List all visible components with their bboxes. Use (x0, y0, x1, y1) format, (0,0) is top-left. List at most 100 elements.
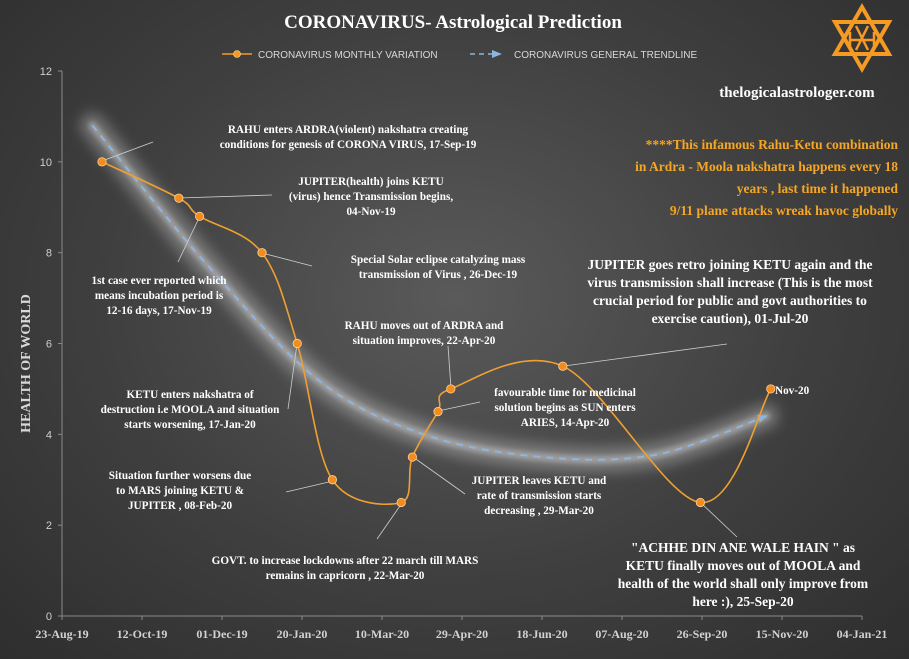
annotation-9: favourable time for medicinal solution be… (494, 387, 636, 429)
annotation-2: JUPITER(health) joins KETU (virus) hence … (289, 176, 454, 218)
data-point (195, 211, 205, 221)
y-tick-label: 10 (40, 157, 52, 169)
annotation-line: GOVT. to increase lockdowns after 22 mar… (212, 555, 479, 567)
annotation-line: destruction i.e MOOLA and situation (101, 404, 280, 416)
data-point (446, 384, 456, 394)
data-point (695, 497, 706, 508)
chart-title: CORONAVIRUS- Astrological Prediction (284, 12, 622, 33)
annotation-line: "ACHHE DIN ANE WALE HAIN " as (631, 540, 855, 555)
annotation-line: solution begins as SUN enters (494, 402, 636, 414)
data-point (558, 361, 568, 371)
annotation-leader (177, 215, 201, 263)
annotation-8: JUPITER leaves KETU and rate of transmiss… (472, 475, 607, 517)
x-tick-label: 12-Oct-19 (117, 627, 168, 641)
annotation-leader (287, 343, 298, 410)
annotation-3: 1st case ever reported which means incuba… (91, 275, 227, 317)
annotation-line: starts worsening, 17-Jan-20 (124, 419, 256, 431)
side-note: ****This infamous Rahu-Ketu combination i… (635, 137, 898, 218)
x-tick-label: 26-Sep-20 (677, 627, 728, 641)
annotation-line: JUPITER goes retro joining KETU again an… (588, 257, 873, 272)
annotation-leader (437, 401, 481, 412)
legend-label-trend: CORONAVIRUS GENERAL TRENDLINE (514, 50, 698, 61)
annotation-leader (447, 345, 452, 389)
x-tick-label: 29-Apr-20 (436, 627, 488, 641)
annotation-line: JUPITER(health) joins KETU (298, 176, 443, 188)
annotation-leader (700, 502, 738, 538)
data-point (292, 338, 302, 349)
side-note-line: ****This infamous Rahu-Ketu combination (646, 137, 899, 152)
annotation-line: RAHU enters ARDRA(violent) nakshatra cre… (228, 124, 469, 136)
x-tick-label: 23-Aug-19 (35, 627, 88, 641)
legend-label-monthly: CORONAVIRUS MONTHLY VARIATION (258, 50, 438, 61)
annotation-line: rate of transmission starts (477, 490, 602, 502)
y-axis-label: HEALTH OF WORLD (19, 294, 34, 433)
data-point (97, 157, 107, 167)
annotation-line: ARIES, 14-Apr-20 (521, 417, 610, 429)
annotation-10: RAHU moves out of ARDRA and situation imp… (345, 320, 505, 347)
x-tick-label: 20-Jan-20 (277, 627, 328, 641)
annotation-11: JUPITER goes retro joining KETU again an… (587, 257, 873, 326)
annotation-line: health of the world shall only improve f… (618, 576, 869, 591)
annotation-line: situation improves, 22-Apr-20 (353, 335, 496, 347)
y-tick-label: 8 (46, 248, 52, 260)
annotation-line: 1st case ever reported which (91, 275, 227, 287)
data-point (396, 497, 406, 508)
x-ticks: 23-Aug-19 12-Oct-19 01-Dec-19 20-Jan-20 10-M… (35, 616, 887, 641)
y-tick-label: 12 (40, 66, 52, 78)
trendline-series (91, 124, 768, 461)
y-tick-label: 6 (46, 339, 52, 351)
monthly-variation-line (101, 161, 772, 506)
y-ticks: 0 2 4 6 8 10 12 (40, 66, 62, 623)
x-tick-label: 18-Jun-20 (516, 627, 567, 641)
x-tick-label: 15-Nov-20 (756, 627, 809, 641)
annotation-line: JUPITER , 08-Feb-20 (128, 500, 233, 512)
trendline-group (79, 112, 779, 473)
x-tick-label: 01-Dec-19 (196, 627, 247, 641)
annotation-line: KETU enters nakshatra of (126, 389, 253, 401)
annotation-line: to MARS joining KETU & (116, 485, 244, 497)
annotation-line: Nov-20 (775, 385, 810, 397)
side-note-line: 9/11 plane attacks wreak havoc globally (670, 203, 898, 218)
annotation-line: RAHU moves out of ARDRA and (345, 320, 505, 332)
y-tick-label: 2 (46, 520, 52, 532)
annotations: RAHU enters ARDRA(violent) nakshatra cre… (91, 124, 873, 609)
x-tick-label: 10-Mar-20 (355, 627, 409, 641)
legend-item-monthly: CORONAVIRUS MONTHLY VARIATION (222, 50, 438, 61)
annotation-line: conditions for genesis of CORONA VIRUS, … (220, 139, 477, 151)
star-of-david-logo-icon (831, 2, 893, 74)
side-note-line: years , last time it happened (737, 181, 899, 196)
x-tick-label: 04-Jan-21 (837, 627, 888, 641)
annotation-line: means incubation period is (95, 290, 224, 302)
annotation-1: RAHU enters ARDRA(violent) nakshatra cre… (220, 124, 477, 151)
annotation-line: virus transmission shall increase (This … (587, 275, 873, 290)
y-tick-label: 0 (46, 611, 52, 623)
annotation-line: transmission of Virus , 26-Dec-19 (359, 269, 518, 281)
annotation-6: Situation further worsens due to MARS joi… (109, 470, 251, 512)
annotation-line: exercise caution), 01-Jul-20 (652, 311, 809, 326)
x-tick-label: 07-Aug-20 (595, 627, 648, 641)
legend: CORONAVIRUS MONTHLY VARIATION CORONAVIRU… (222, 50, 698, 61)
data-point (433, 407, 443, 417)
annotation-leader (261, 252, 313, 267)
legend-item-trend: CORONAVIRUS GENERAL TRENDLINE (470, 50, 698, 61)
annotation-leader (178, 194, 273, 199)
data-point (407, 452, 417, 462)
annotation-line: Special Solar eclipse catalyzing mass (351, 254, 526, 266)
y-tick-label: 4 (46, 429, 52, 441)
annotation-4: Special Solar eclipse catalyzing mass tra… (351, 254, 526, 281)
annotation-leader (285, 480, 334, 493)
annotation-line: Situation further worsens due (109, 470, 251, 482)
data-point (174, 193, 184, 203)
data-point (766, 384, 776, 394)
data-point (327, 475, 337, 485)
annotation-line: decreasing , 29-Mar-20 (484, 505, 594, 517)
annotation-line: KETU finally moves out of MOOLA and (626, 558, 861, 573)
data-point (257, 248, 267, 258)
annotation-line: here :), 25-Sep-20 (692, 594, 794, 609)
side-note-line: in Ardra - Moola nakshatra happens every… (635, 159, 898, 174)
annotation-13: Nov-20 (775, 385, 810, 397)
annotation-line: crucial period for public and govt autho… (593, 293, 867, 308)
leader-lines (101, 141, 738, 540)
annotation-line: 12-16 days, 17-Nov-19 (106, 305, 212, 317)
